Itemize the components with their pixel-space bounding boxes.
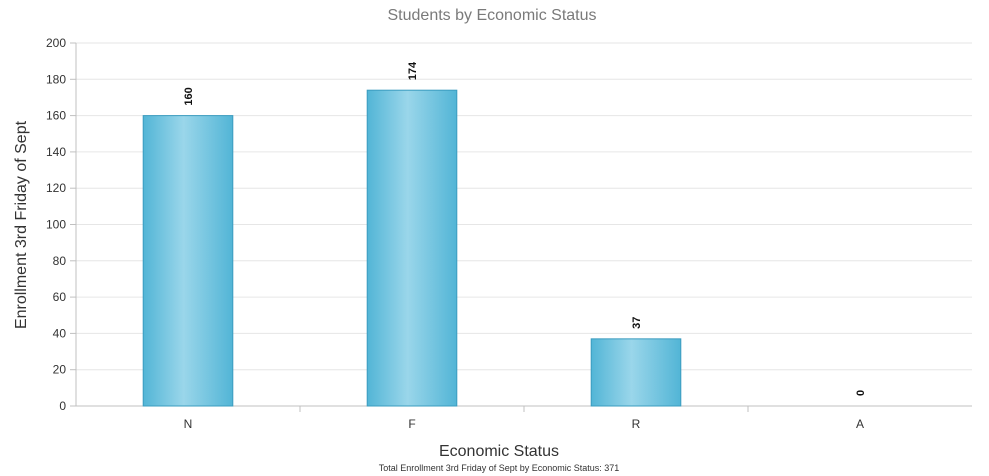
- data-label-F: 174: [407, 61, 419, 80]
- chart-title: Students by Economic Status: [388, 7, 597, 24]
- bar-R[interactable]: [590, 338, 682, 407]
- x-tick-label: A: [856, 417, 864, 431]
- y-tick-label: 80: [53, 254, 67, 268]
- y-tick-label: 140: [46, 145, 66, 159]
- bar-N[interactable]: [142, 115, 234, 407]
- data-label-R: 37: [631, 317, 643, 329]
- y-tick-label: 100: [46, 218, 66, 232]
- data-label-N: 160: [183, 87, 195, 105]
- chart-footnote: Total Enrollment 3rd Friday of Sept by E…: [379, 463, 620, 473]
- y-axis-label: Enrollment 3rd Friday of Sept: [13, 120, 30, 329]
- x-tick-label: F: [408, 417, 415, 431]
- x-tick-label: N: [184, 417, 193, 431]
- y-tick-label: 20: [53, 363, 67, 377]
- bar-F[interactable]: [366, 89, 458, 407]
- y-tick-label: 180: [46, 72, 66, 86]
- bars: [142, 89, 682, 407]
- x-tick-label: R: [632, 417, 641, 431]
- y-axis-ticks: 0 20 40 60 80 100 120 140 160 180 200: [46, 36, 66, 413]
- y-tick-label: 60: [53, 290, 67, 304]
- y-tick-label: 200: [46, 36, 66, 50]
- data-labels: 160 174 37 0: [183, 61, 867, 396]
- y-tick-label: 120: [46, 181, 66, 195]
- y-tick-label: 40: [53, 326, 67, 340]
- y-tick-label: 160: [46, 109, 66, 123]
- y-tick-label: 0: [59, 399, 66, 413]
- x-axis-label: Economic Status: [439, 443, 559, 460]
- data-label-A: 0: [855, 390, 867, 396]
